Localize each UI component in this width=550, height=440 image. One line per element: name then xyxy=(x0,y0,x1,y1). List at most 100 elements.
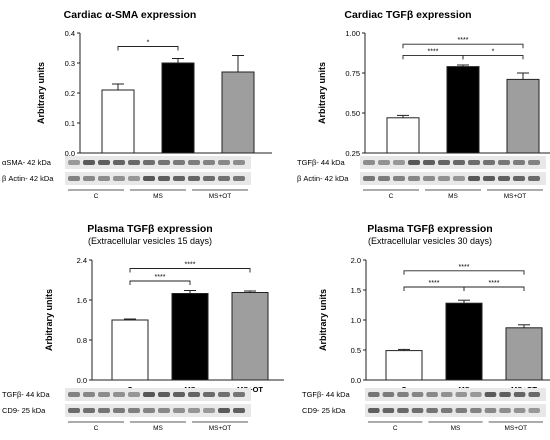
blot-band xyxy=(233,408,245,413)
blot-group-label: C xyxy=(393,425,398,432)
bar-ms xyxy=(446,66,480,154)
chart-panel-3: Plasma TGFβ expression(Extracellular ves… xyxy=(2,223,284,432)
blot-band xyxy=(143,392,155,397)
blot-band xyxy=(143,160,155,165)
blot-band xyxy=(188,160,200,165)
y-axis-label: Arbitrary units xyxy=(36,62,46,124)
blot-band xyxy=(423,176,435,181)
blot-band xyxy=(98,408,110,413)
blot-band xyxy=(455,392,468,397)
blot-group-label: MS+OT xyxy=(505,425,528,432)
blot-group-label: C xyxy=(94,425,99,432)
significance-bracket xyxy=(463,286,525,291)
blot-band xyxy=(173,160,185,165)
chart-subtitle: (Extracellular vesicles 15 days) xyxy=(88,236,212,246)
blot-band xyxy=(498,176,510,181)
blot-band xyxy=(83,392,95,397)
blot-band xyxy=(158,392,170,397)
bar-ms xyxy=(171,293,209,381)
blot-band xyxy=(484,392,497,397)
bar-ms-ot xyxy=(505,327,543,381)
chart-title: Plasma TGFβ expression xyxy=(87,223,212,235)
significance-label: **** xyxy=(458,37,469,44)
blot-band xyxy=(528,392,540,397)
blot-band xyxy=(233,176,245,181)
significance-bracket xyxy=(462,54,524,60)
blot-band xyxy=(484,408,497,413)
y-tick-label: 2.4 xyxy=(77,256,87,265)
significance-bracket xyxy=(403,286,465,291)
blot-band xyxy=(188,392,200,397)
blot-band xyxy=(438,176,450,181)
bar-ms xyxy=(445,302,483,381)
blot-band xyxy=(233,160,245,165)
blot-band xyxy=(188,408,200,413)
blot-band xyxy=(203,392,215,397)
blot-group-label: MS+OT xyxy=(209,425,232,432)
significance-label: **** xyxy=(185,262,196,269)
blot-band xyxy=(498,160,510,165)
blot-band xyxy=(158,176,170,181)
blot-band xyxy=(363,176,375,181)
blot-strip xyxy=(365,388,546,401)
blot-band xyxy=(203,408,215,413)
chart-panel-4: Plasma TGFβ expression(Extracellular ves… xyxy=(302,223,550,432)
blot-group-label: MS+OT xyxy=(209,193,232,200)
bar-c xyxy=(111,319,149,381)
y-tick-label: 0.50 xyxy=(345,109,360,118)
blot-band xyxy=(438,160,450,165)
significance-label: * xyxy=(147,40,150,47)
y-axis-label: Arbitrary units xyxy=(318,289,328,351)
chart-panel-2: Cardiac TGFβ expression 0.25 0.50 0.75 1.00 A… xyxy=(297,9,550,200)
significance-label: **** xyxy=(155,274,166,281)
y-tick-label: 0.3 xyxy=(65,59,75,68)
blot-band xyxy=(218,392,230,397)
western-blot: TGFβ- 44 kDa CD9- 25 kDa C MS MS+OT xyxy=(2,388,251,432)
blot-band xyxy=(173,392,185,397)
y-tick-label: 2.0 xyxy=(351,256,361,265)
blot-band xyxy=(513,392,526,397)
y-tick-label: 0.0 xyxy=(77,376,87,385)
blot-band xyxy=(397,392,409,397)
y-tick-label: 1.00 xyxy=(345,29,360,38)
blot-band xyxy=(113,392,125,397)
blot-band xyxy=(143,408,155,413)
significance-label: **** xyxy=(428,48,439,55)
y-tick-label: 0.75 xyxy=(345,69,360,78)
blot-band xyxy=(368,408,380,413)
blot-band xyxy=(440,392,453,397)
blot-band xyxy=(113,160,125,165)
blot-band xyxy=(68,176,80,181)
blot-band xyxy=(378,160,390,165)
blot-band xyxy=(499,392,511,397)
blot-band xyxy=(158,408,170,413)
blot-band xyxy=(440,408,453,413)
y-tick-label: 0.0 xyxy=(351,376,361,385)
blot-band xyxy=(468,176,480,181)
blot-band xyxy=(83,160,95,165)
western-blot: αSMA- 42 kDa β Actin- 42 kDa C MS MS+OT xyxy=(2,156,251,200)
blot-band xyxy=(233,392,245,397)
blot-band xyxy=(470,392,482,397)
blot-band xyxy=(128,408,140,413)
blot-band xyxy=(483,176,495,181)
blot-band xyxy=(218,160,230,165)
blot-band xyxy=(426,408,438,413)
blot-group-label: C xyxy=(94,193,99,200)
blot-row-label: TGFβ- 44 kDa xyxy=(2,390,50,399)
y-axis-label: Arbitrary units xyxy=(44,289,54,351)
blot-band xyxy=(423,160,435,165)
y-tick-label: 0.8 xyxy=(77,336,87,345)
blot-band xyxy=(411,408,424,413)
blot-band xyxy=(173,176,185,181)
blot-band xyxy=(83,176,95,181)
blot-band xyxy=(113,176,125,181)
blot-row-label: αSMA- 42 kDa xyxy=(2,158,52,167)
blot-group-label: MS xyxy=(153,425,163,432)
blot-group-label: MS+OT xyxy=(504,193,527,200)
y-tick-label: 1.5 xyxy=(351,286,361,295)
blot-row-label: β Actin- 42 kDa xyxy=(297,174,349,183)
chart-title: Cardiac TGFβ expression xyxy=(344,9,471,21)
bar-ms-ot xyxy=(231,292,269,381)
blot-band xyxy=(408,160,420,165)
